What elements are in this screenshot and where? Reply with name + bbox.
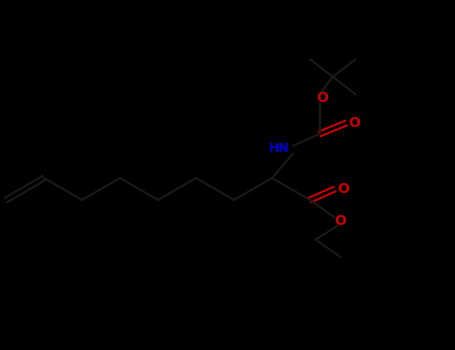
Text: O: O xyxy=(334,214,346,228)
Text: O: O xyxy=(348,116,360,130)
Text: O: O xyxy=(337,182,349,196)
Text: HN: HN xyxy=(269,142,290,155)
Text: O: O xyxy=(317,91,329,105)
